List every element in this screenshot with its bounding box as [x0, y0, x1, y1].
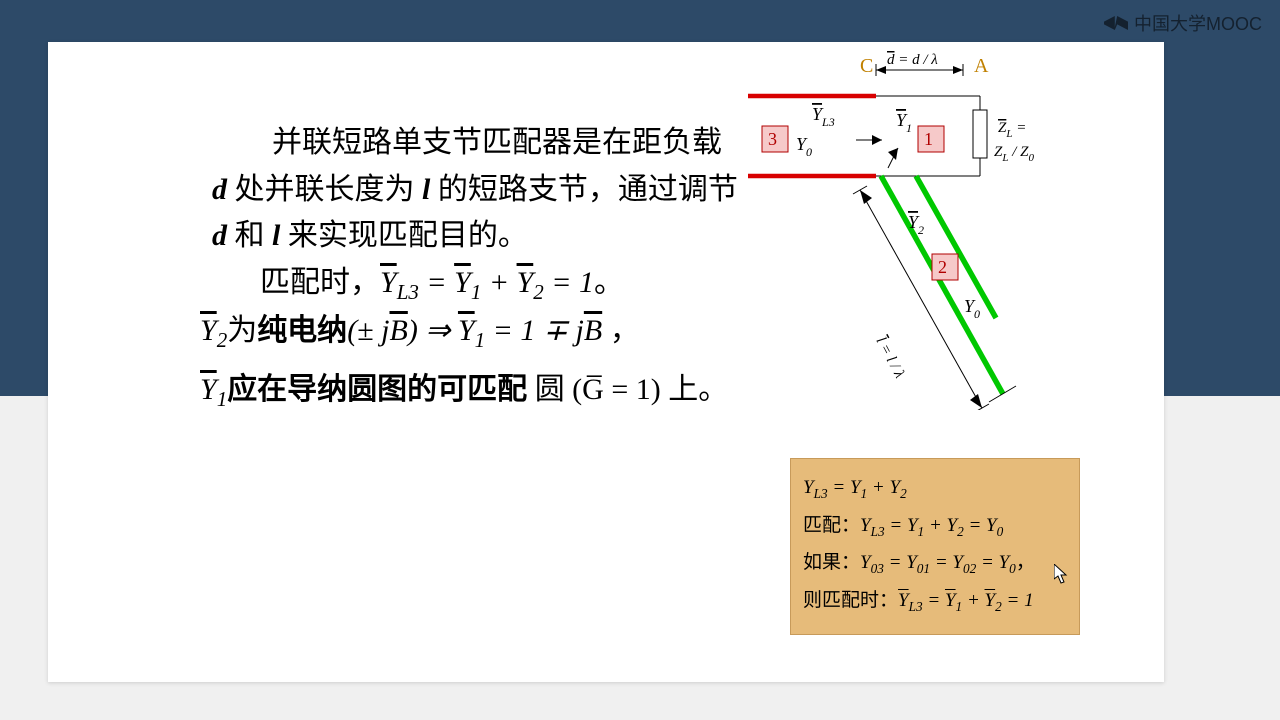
circle-3: 3 — [768, 129, 777, 149]
label-l: l = l / λ — [872, 334, 907, 381]
paragraph-3: Y2为纯电纳(± jB) ⇒ Y1 = 1 ∓ jB ， — [200, 308, 742, 357]
circle-1: 1 — [924, 129, 933, 149]
paragraph-1: 并联短路单支节匹配器是在距负载 d 处并联长度为 l 的短路支节，通过调节 d … — [212, 120, 742, 260]
circle-2: 2 — [938, 257, 947, 277]
watermark-text: 中国大学MOOC — [1134, 10, 1262, 36]
paragraph-4: Y1应在导纳圆图的可匹配 圆 (G̅ = 1) 上。 — [200, 367, 742, 416]
yb-line4: 则匹配时：YL3 = Y1 + Y2 = 1 — [803, 582, 1067, 620]
derivation-box: YL3 = Y1 + Y2 匹配：YL3 = Y1 + Y2 = Y0 如果：Y… — [790, 458, 1080, 635]
label-ZLZ0: ZL / Z0 — [994, 144, 1034, 164]
label-ZL: ZL = — [998, 120, 1026, 140]
label-Y1: Y1 — [896, 110, 912, 135]
main-text: 并联短路单支节匹配器是在距负载 d 处并联长度为 l 的短路支节，通过调节 d … — [212, 120, 742, 415]
mouse-cursor-icon — [1054, 564, 1068, 584]
stub-matching-diagram: C A d = d / λ 3 1 2 — [748, 50, 1048, 410]
yb-line2: 匹配：YL3 = Y1 + Y2 = Y0 — [803, 507, 1067, 545]
paragraph-2: 匹配时，YL3 = Y1 + Y2 = 1。 — [200, 260, 742, 309]
label-d: d = d / λ — [887, 52, 938, 68]
label-C: C — [860, 55, 873, 77]
label-Y0: Y0 — [796, 134, 812, 159]
yb-line3: 如果：Y03 = Y01 = Y02 = Y0， — [803, 544, 1067, 582]
slide-page: 并联短路单支节匹配器是在距负载 d 处并联长度为 l 的短路支节，通过调节 d … — [48, 42, 1164, 682]
label-A: A — [974, 55, 989, 77]
yb-line1: YL3 = Y1 + Y2 — [803, 469, 1067, 507]
mooc-logo-icon — [1104, 16, 1128, 30]
label-YL3: YL3 — [812, 104, 835, 129]
label-Y0-stub: Y0 — [964, 296, 980, 321]
watermark: 中国大学MOOC — [1104, 10, 1262, 36]
